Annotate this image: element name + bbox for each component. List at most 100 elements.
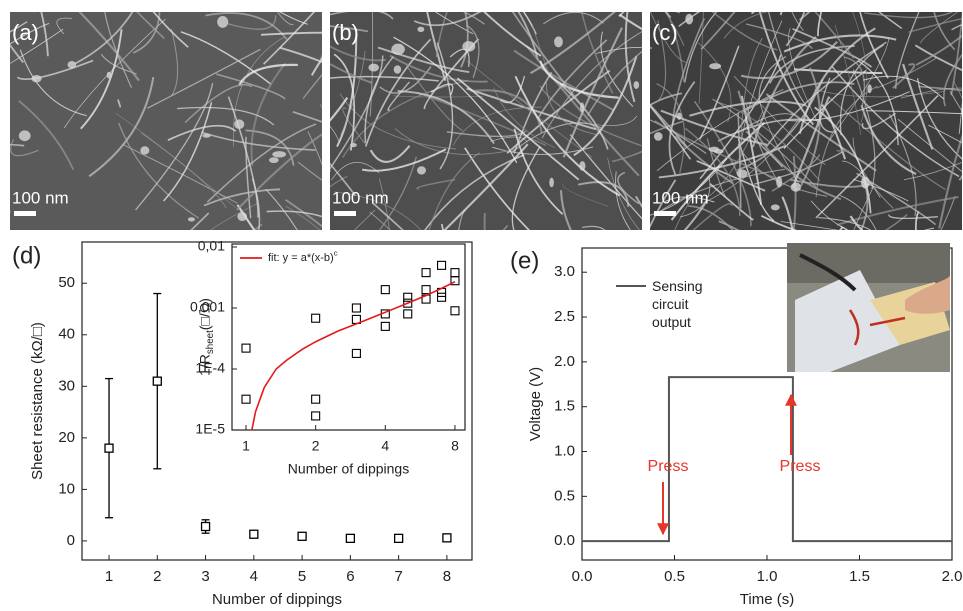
x-tick-label: 4 [250, 568, 258, 585]
fiber [334, 191, 422, 230]
cable [799, 253, 857, 292]
fiber [737, 113, 794, 134]
fiber [709, 183, 754, 221]
fiber [276, 12, 294, 25]
x-tick-label: 2.0 [942, 568, 963, 585]
fiber [177, 106, 275, 126]
fiber [285, 205, 321, 230]
fiber [136, 12, 165, 40]
fiber [297, 161, 322, 181]
fiber [330, 12, 394, 20]
fiber [10, 43, 25, 64]
fiber [10, 210, 11, 213]
fiber [788, 91, 910, 122]
fiber [852, 12, 868, 124]
fiber [699, 54, 782, 180]
fiber [678, 12, 700, 27]
fiber [140, 132, 227, 208]
data-point [393, 533, 404, 544]
x-tick-label: 7 [394, 568, 402, 585]
scale-bar [14, 211, 36, 216]
y-tick-label: 2.0 [554, 353, 575, 370]
fiber [417, 91, 547, 147]
fiber [810, 200, 848, 230]
particle [417, 26, 425, 33]
y-tick-label: 1.5 [554, 398, 575, 415]
finger [905, 275, 950, 314]
data-point [104, 443, 114, 453]
fiber [203, 188, 281, 207]
fiber [684, 12, 718, 83]
fiber [170, 29, 178, 96]
fiber [577, 181, 630, 207]
fiber [655, 20, 667, 104]
particle [676, 112, 682, 120]
fiber [238, 63, 298, 86]
fiber [531, 23, 550, 74]
fiber [180, 31, 272, 86]
signal-line [582, 376, 952, 543]
y-tick-label: 1.0 [554, 442, 575, 459]
fiber [839, 195, 877, 230]
sem-image: (a) 100 nm [10, 12, 322, 230]
fibers [10, 12, 322, 230]
fiber [818, 217, 872, 230]
wire [848, 309, 860, 346]
fiber [330, 97, 349, 122]
fiber [684, 127, 741, 217]
fiber [650, 92, 683, 107]
fiber [339, 93, 457, 150]
data-point [345, 533, 356, 544]
data-point [403, 292, 413, 302]
fiber [928, 124, 962, 144]
fiber [814, 88, 945, 98]
legend-label: Sensing circuit output [652, 278, 703, 330]
fiber [302, 73, 322, 99]
particle [368, 63, 379, 72]
x-tick-label: 2 [153, 568, 161, 585]
axis-label: fit: y = a*(x-b) [268, 252, 334, 264]
fiber [372, 202, 404, 230]
fiber [331, 162, 380, 181]
fiber [612, 150, 642, 163]
fiber [104, 12, 132, 88]
fiber [80, 29, 123, 130]
x-tick-label: 3 [201, 568, 209, 585]
y-tick-label: 1E-5 [195, 421, 225, 437]
x-tick-label: 8 [443, 568, 451, 585]
fiber [706, 138, 727, 198]
axis-label: (□/Ω) [197, 298, 213, 330]
fiber [364, 38, 432, 147]
fiber [483, 213, 486, 230]
fiber [330, 62, 373, 84]
fiber [122, 144, 238, 204]
fiber [466, 87, 597, 131]
annotation: Press [648, 458, 689, 475]
fiber [914, 44, 962, 72]
y-tick-label: 3.0 [554, 263, 575, 280]
fiber [19, 49, 87, 117]
fiber [545, 80, 599, 136]
fiber [745, 130, 783, 168]
particle [709, 63, 722, 70]
fiber [279, 46, 322, 64]
fiber [88, 76, 155, 178]
fiber [760, 214, 844, 230]
fiber [698, 12, 704, 104]
annotation: Press [780, 458, 821, 475]
fiber [888, 214, 938, 220]
fiber [330, 45, 387, 62]
data-point [450, 306, 460, 316]
label-sub: sheet [205, 330, 216, 354]
fiber [10, 143, 25, 147]
fiber [354, 209, 376, 230]
fiber [712, 98, 817, 188]
fiber [650, 104, 692, 160]
particle [861, 176, 870, 189]
data-point [311, 394, 321, 404]
fiber [522, 12, 537, 35]
fiber [581, 225, 606, 230]
fiber [587, 50, 642, 116]
